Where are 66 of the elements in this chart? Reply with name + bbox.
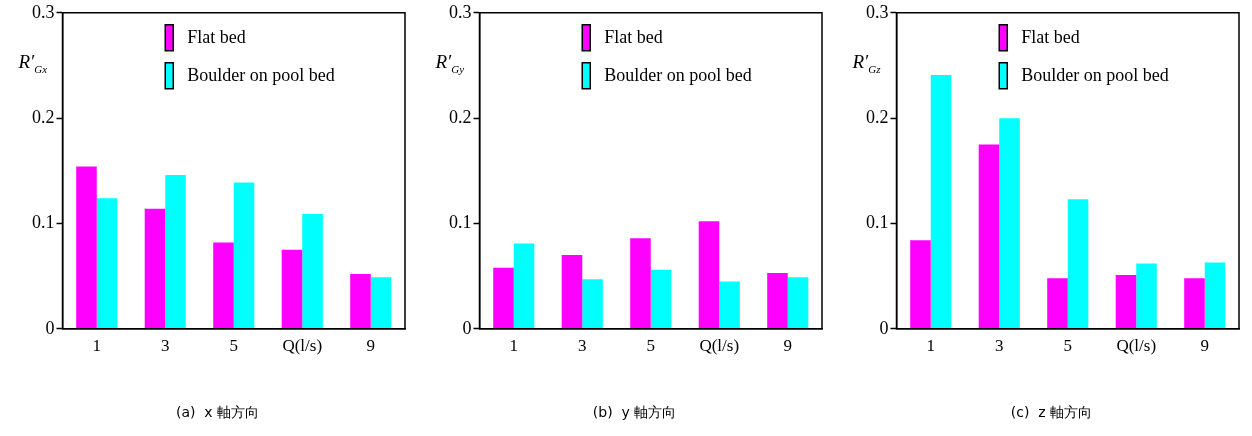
bar <box>698 221 720 329</box>
y-tick-label: 0.2 <box>32 106 55 127</box>
legend-label: Flat bed <box>1021 26 1080 47</box>
x-tick-label: 9 <box>783 336 792 356</box>
bar <box>582 279 603 329</box>
bar <box>910 240 931 329</box>
bar <box>233 182 255 329</box>
legend-label: Flat bed <box>187 26 246 47</box>
text: (a) x 軸方向 <box>175 404 260 421</box>
y-tick-label: 0 <box>879 317 889 338</box>
y-tick-label: 0.1 <box>32 212 55 233</box>
y-tick-label: 0.3 <box>32 1 55 22</box>
bar <box>630 238 651 329</box>
bar <box>1067 199 1089 329</box>
x-tick-label: 9 <box>366 336 375 356</box>
bar <box>513 243 535 329</box>
legend-label: Flat bed <box>604 26 663 47</box>
bar <box>302 213 323 329</box>
bar <box>1136 263 1157 329</box>
text: (c) z 軸方向 <box>1010 404 1093 421</box>
y-tick-label: 0 <box>462 317 472 338</box>
x-tick-label: 3 <box>161 336 170 356</box>
x-tick-label: Q(l/s) <box>1116 336 1157 356</box>
bar <box>213 242 234 329</box>
y-tick-label: 0.3 <box>866 1 889 22</box>
bar <box>281 249 303 329</box>
bar <box>1204 262 1226 329</box>
x-tick-label: 5 <box>646 336 655 356</box>
x-tick-label: 1 <box>92 336 101 356</box>
bar <box>493 267 514 329</box>
y-tick-label: 0.1 <box>866 212 889 233</box>
bar <box>350 274 371 329</box>
x-tick-label: 1 <box>509 336 518 356</box>
bar <box>978 144 1000 329</box>
x-tick-label: 9 <box>1200 336 1209 356</box>
y-tick-label: 0.2 <box>449 106 472 127</box>
x-tick-label: 3 <box>995 336 1004 356</box>
bar <box>650 269 672 329</box>
x-tick-label: 3 <box>578 336 587 356</box>
bar <box>767 272 788 329</box>
bar <box>1184 278 1205 329</box>
y-tick-label: 0.2 <box>866 106 889 127</box>
bar <box>719 281 740 329</box>
bar <box>1047 278 1068 329</box>
bar <box>787 277 809 329</box>
bar <box>561 255 583 329</box>
x-tick-label: Q(l/s) <box>282 336 323 356</box>
legend-label: Boulder on pool bed <box>1021 64 1169 85</box>
x-tick-label: 5 <box>229 336 238 356</box>
legend-label: Boulder on pool bed <box>604 64 752 85</box>
y-tick-label: 0.1 <box>449 212 472 233</box>
bar <box>930 74 952 329</box>
y-tick-label: 0 <box>45 317 55 338</box>
bar <box>165 175 186 329</box>
bar <box>999 118 1020 329</box>
bar <box>370 277 392 329</box>
x-tick-label: Q(l/s) <box>699 336 740 356</box>
bar <box>96 198 118 329</box>
y-tick-label: 0.3 <box>449 1 472 22</box>
x-tick-label: 1 <box>926 336 935 356</box>
bar <box>1115 275 1137 329</box>
text: (b) y 軸方向 <box>592 404 677 421</box>
bar <box>76 166 97 329</box>
bar <box>144 208 166 329</box>
x-tick-label: 5 <box>1063 336 1072 356</box>
legend-label: Boulder on pool bed <box>187 64 335 85</box>
